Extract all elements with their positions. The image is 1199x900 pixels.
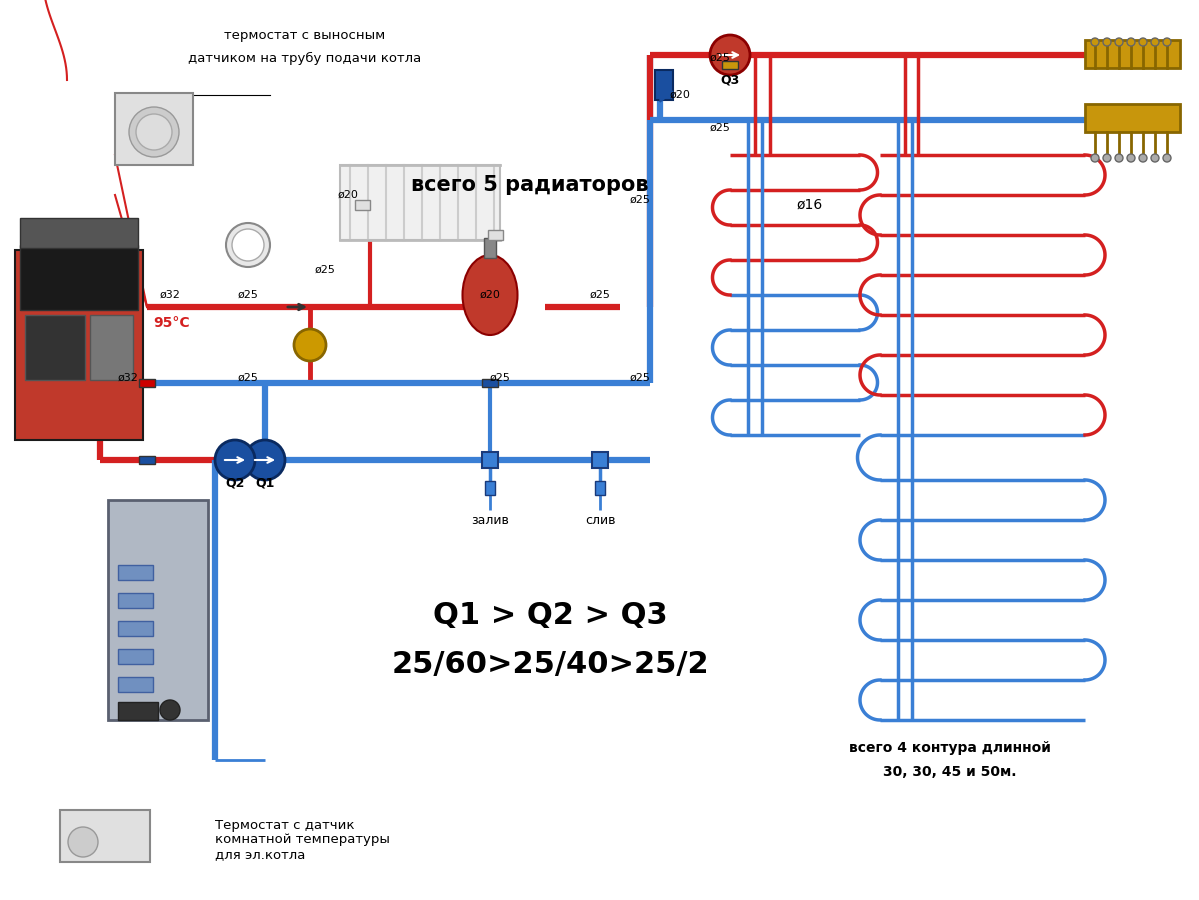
Ellipse shape (463, 255, 518, 335)
Bar (25, 315, 85, 380)
Circle shape (1103, 38, 1111, 46)
Bar (488, 230, 504, 240)
Text: ø25: ø25 (629, 195, 650, 205)
Bar (341, 165, 500, 240)
Text: ø25: ø25 (489, 373, 511, 383)
Bar (118, 565, 153, 580)
Circle shape (1163, 154, 1171, 162)
Circle shape (1127, 38, 1135, 46)
Text: Q1: Q1 (255, 476, 275, 490)
Bar (655, 70, 673, 100)
Bar (355, 200, 370, 210)
Text: ø20: ø20 (669, 90, 691, 100)
Circle shape (1139, 38, 1147, 46)
Text: ø32: ø32 (118, 373, 138, 383)
Text: ø20: ø20 (480, 290, 500, 300)
Circle shape (1115, 38, 1123, 46)
Circle shape (1115, 154, 1123, 162)
Bar (115, 93, 193, 165)
Bar (118, 649, 153, 664)
Text: термостат с выносным: термостат с выносным (224, 29, 386, 41)
Text: ø25: ø25 (710, 53, 730, 63)
Circle shape (1151, 154, 1159, 162)
Text: Q2: Q2 (225, 476, 245, 490)
Text: ø16: ø16 (797, 198, 824, 212)
Bar (139, 379, 155, 387)
Bar (486, 481, 495, 495)
Text: 30, 30, 45 и 50м.: 30, 30, 45 и 50м. (884, 765, 1017, 779)
Bar (139, 456, 155, 464)
Circle shape (135, 114, 171, 150)
Text: ø25: ø25 (710, 123, 730, 133)
Bar (482, 452, 498, 468)
Bar (90, 315, 133, 380)
Circle shape (294, 329, 326, 361)
Bar (1085, 104, 1180, 132)
Circle shape (68, 827, 98, 857)
Circle shape (245, 440, 285, 480)
Bar (595, 481, 605, 495)
Circle shape (1139, 154, 1147, 162)
Bar (118, 593, 153, 608)
Text: ø20: ø20 (338, 190, 359, 200)
Circle shape (1127, 154, 1135, 162)
Circle shape (1091, 154, 1099, 162)
Text: ø25: ø25 (237, 373, 259, 383)
Bar (592, 452, 608, 468)
Bar (1085, 40, 1180, 68)
Bar (118, 677, 153, 692)
Circle shape (231, 229, 264, 261)
Bar (482, 379, 498, 387)
Text: Термостат с датчик
комнатной температуры
для эл.котла: Термостат с датчик комнатной температуры… (215, 818, 390, 861)
Circle shape (1151, 38, 1159, 46)
Text: 25/60>25/40>25/2: 25/60>25/40>25/2 (391, 651, 709, 680)
Text: ø25: ø25 (237, 290, 259, 300)
Bar (108, 500, 207, 720)
Text: Q3: Q3 (721, 74, 740, 86)
Bar (722, 61, 739, 69)
Bar (118, 621, 153, 636)
Circle shape (1163, 38, 1171, 46)
Bar (16, 250, 143, 440)
Bar (118, 702, 158, 720)
Text: всего 4 контура длинной: всего 4 контура длинной (849, 741, 1052, 755)
Circle shape (710, 35, 751, 75)
Bar (20, 245, 138, 310)
Text: ø25: ø25 (590, 290, 610, 300)
Text: залив: залив (471, 514, 508, 526)
Text: ø25: ø25 (314, 265, 336, 275)
Text: датчиком на трубу подачи котла: датчиком на трубу подачи котла (188, 51, 422, 65)
Text: Q1 > Q2 > Q3: Q1 > Q2 > Q3 (433, 600, 668, 629)
Bar (60, 810, 150, 862)
Circle shape (159, 700, 180, 720)
Circle shape (1103, 154, 1111, 162)
Bar (20, 218, 138, 248)
Circle shape (225, 223, 270, 267)
Text: ø32: ø32 (159, 290, 180, 300)
Bar (484, 238, 496, 258)
Circle shape (215, 440, 255, 480)
Text: всего 5 радиаторов: всего 5 радиаторов (411, 175, 649, 195)
Text: слив: слив (585, 514, 615, 526)
Text: 95°С: 95°С (153, 316, 191, 330)
Circle shape (1091, 38, 1099, 46)
Polygon shape (659, 82, 673, 102)
Circle shape (129, 107, 179, 157)
Text: ø25: ø25 (629, 373, 650, 383)
